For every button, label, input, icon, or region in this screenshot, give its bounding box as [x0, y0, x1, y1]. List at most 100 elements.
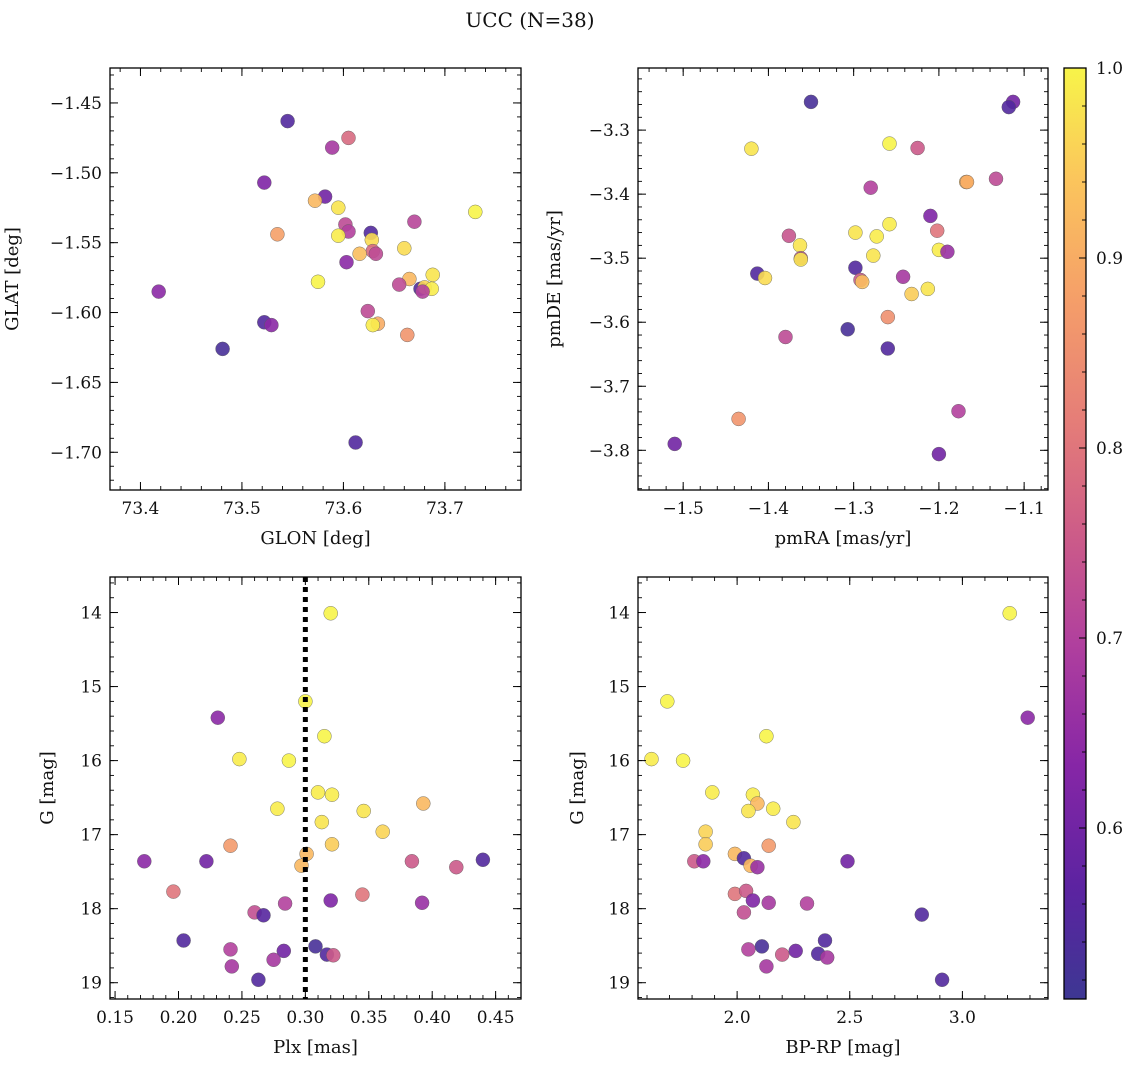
data-point — [323, 893, 338, 908]
data-point — [914, 907, 929, 922]
y-tick-label: 16 — [80, 752, 102, 772]
data-point — [176, 933, 191, 948]
x-tick-label: −1.2 — [918, 499, 959, 519]
x-tick-label: 2.5 — [836, 1008, 863, 1028]
data-point — [761, 895, 776, 910]
y-tick-label: 18 — [608, 900, 630, 920]
data-point — [750, 860, 765, 875]
x-tick-label: 2.0 — [724, 1008, 751, 1028]
data-point — [759, 959, 774, 974]
data-point — [757, 270, 773, 286]
panel-glon-glat: 73.4 73.5 73.6 73.7 −1.45 −1.50 −1.55 −1.60 −1.6… — [2, 67, 522, 549]
data-point — [778, 329, 793, 345]
data-point — [210, 710, 226, 725]
y-tick-label: 14 — [80, 604, 102, 624]
x-tick-label: 0.30 — [286, 1008, 324, 1028]
data-point — [675, 753, 691, 768]
data-point — [882, 216, 897, 232]
y-tick-label: −3.6 — [589, 313, 630, 333]
data-point — [368, 246, 384, 262]
data-point — [840, 322, 855, 337]
x-tick-label: −1.3 — [833, 499, 874, 519]
data-point — [251, 972, 266, 987]
x-axis-label: pmRA [mas/yr] — [775, 528, 912, 549]
data-point — [276, 943, 291, 959]
x-tick-label: −1.1 — [1003, 499, 1044, 519]
colorbar-tick-label: 0.6 — [1096, 819, 1123, 839]
y-tick-label: 19 — [80, 974, 102, 994]
y-tick-label: 17 — [80, 826, 102, 846]
data-point — [799, 896, 815, 911]
data-point — [314, 814, 329, 830]
data-point — [988, 171, 1004, 187]
data-point — [923, 208, 938, 224]
colorbar-tick-label: 0.8 — [1096, 439, 1123, 459]
data-point — [232, 751, 247, 767]
data-point — [863, 180, 878, 195]
data-point — [817, 933, 833, 948]
figure-title: UCC (N=38) — [465, 8, 594, 32]
data-point — [215, 341, 230, 357]
y-tick-label: −3.3 — [589, 121, 630, 141]
data-point — [397, 241, 412, 256]
data-point — [323, 606, 338, 621]
y-tick-label: −1.50 — [50, 164, 102, 184]
data-point — [270, 227, 285, 242]
data-point — [644, 751, 659, 767]
data-point — [793, 252, 808, 267]
data-point — [325, 140, 340, 155]
data-point — [223, 838, 238, 853]
data-point — [137, 854, 152, 869]
data-point — [781, 228, 797, 244]
points-group — [151, 113, 483, 450]
data-point — [731, 411, 746, 427]
minor-ticks — [110, 577, 522, 999]
data-point — [698, 824, 713, 839]
colorbar-tick-label: 0.9 — [1096, 249, 1123, 269]
x-tick-label: 0.45 — [477, 1008, 515, 1028]
data-point — [317, 729, 332, 744]
data-point — [257, 175, 272, 190]
data-point — [880, 309, 895, 325]
x-tick-label: 73.4 — [122, 499, 160, 519]
y-tick-label: −1.70 — [50, 443, 102, 463]
data-point — [848, 260, 863, 275]
data-point — [310, 785, 326, 800]
y-tick-label: 16 — [608, 752, 630, 772]
data-point — [224, 959, 240, 974]
x-tick-label: 0.35 — [350, 1008, 388, 1028]
data-point — [425, 267, 440, 282]
y-tick-label: −1.45 — [50, 94, 102, 114]
data-point — [414, 895, 430, 910]
data-point — [882, 136, 897, 151]
x-axis-label: Plx [mas] — [273, 1037, 358, 1058]
data-point — [341, 130, 356, 146]
data-point — [741, 942, 756, 957]
data-point — [449, 860, 464, 875]
data-point — [904, 286, 919, 302]
x-tick-label: 3.0 — [949, 1008, 976, 1028]
y-tick-label: 18 — [80, 900, 102, 920]
data-point — [931, 446, 947, 462]
colorbar: 0.6 0.7 0.8 0.9 1.0 — [1063, 59, 1123, 1000]
data-point — [761, 838, 776, 853]
data-point — [331, 200, 346, 215]
data-point — [759, 729, 774, 744]
data-point — [754, 939, 770, 954]
data-point — [803, 94, 819, 110]
data-point — [356, 803, 371, 819]
data-point — [166, 884, 181, 899]
y-axis-label: G [mag] — [37, 751, 58, 824]
data-point — [280, 113, 295, 129]
data-point — [324, 787, 340, 802]
data-point — [392, 277, 407, 292]
data-point — [375, 824, 390, 839]
data-point — [475, 852, 491, 867]
data-point — [270, 801, 285, 816]
data-point — [264, 317, 279, 333]
data-point — [930, 223, 945, 238]
y-tick-label: 17 — [608, 826, 630, 846]
plot-frame — [109, 67, 522, 491]
data-point — [940, 244, 955, 260]
panel-pmra-pmde: −1.5 −1.4 −1.3 −1.2 −1.1 −3.3 −3.4 −3.5 −3.6 −3.7… — [544, 67, 1049, 549]
